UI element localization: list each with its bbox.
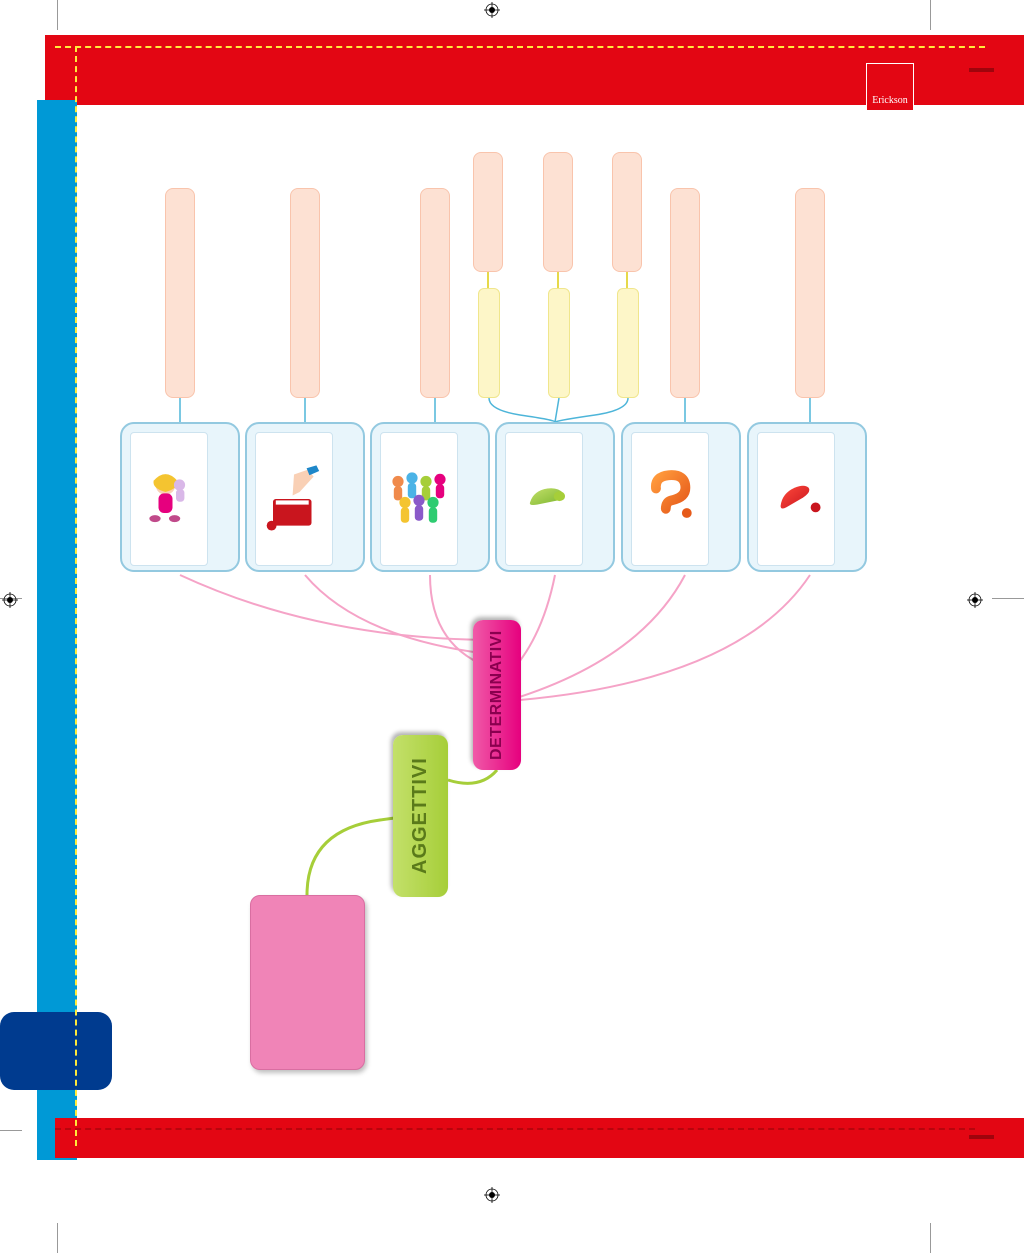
peach-box-small [612, 152, 642, 272]
card-image [130, 432, 208, 566]
registration-mark [484, 1187, 500, 1203]
registration-mark [2, 592, 18, 608]
node-qualificativi [250, 895, 365, 1070]
yellow-box [478, 288, 500, 398]
peach-box [165, 188, 195, 398]
peach-box [290, 188, 320, 398]
peach-box [420, 188, 450, 398]
card-image [505, 432, 583, 566]
yellow-box [548, 288, 570, 398]
card-crowd [370, 422, 490, 572]
card-image [631, 432, 709, 566]
registration-mark [484, 2, 500, 18]
peach-box-small [473, 152, 503, 272]
card-exclaim [747, 422, 867, 572]
peach-box-small [543, 152, 573, 272]
peach-box [795, 188, 825, 398]
card-image [255, 432, 333, 566]
node-aggettivi: AGGETTIVI [393, 735, 448, 897]
card-image [380, 432, 458, 566]
registration-mark [967, 592, 983, 608]
peach-box [670, 188, 700, 398]
card-doll [120, 422, 240, 572]
card-image [757, 432, 835, 566]
yellow-box [617, 288, 639, 398]
node-determinativi: DETERMINATIVI [473, 620, 521, 770]
card-book-hand [245, 422, 365, 572]
card-one [495, 422, 615, 572]
card-question [621, 422, 741, 572]
node-determinativi-label: DETERMINATIVI [488, 630, 506, 760]
node-aggettivi-label: AGGETTIVI [409, 758, 432, 875]
